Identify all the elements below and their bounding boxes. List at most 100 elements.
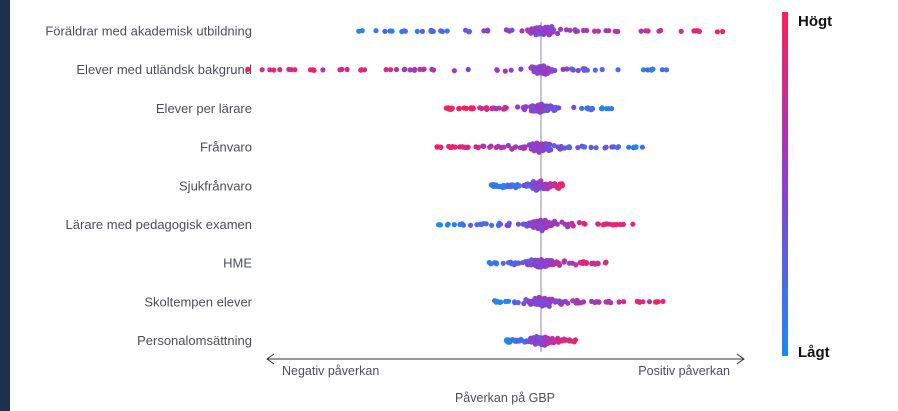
data-point (493, 183, 499, 189)
data-point (574, 297, 580, 303)
data-point (399, 29, 405, 35)
data-point (532, 295, 538, 302)
data-point (559, 183, 566, 189)
data-point (502, 68, 508, 74)
data-point (271, 67, 277, 73)
data-point (592, 67, 598, 73)
data-point (535, 225, 541, 231)
data-point (430, 67, 437, 73)
arrow-left-label: Negativ påverkan (282, 364, 379, 378)
data-point (589, 260, 595, 267)
data-point (599, 105, 605, 111)
data-point (531, 223, 537, 229)
data-point (595, 28, 602, 34)
data-point (401, 67, 407, 73)
data-point (660, 298, 666, 304)
data-point (451, 68, 457, 74)
data-point (382, 28, 388, 34)
data-point (494, 67, 500, 73)
data-point (515, 221, 521, 227)
data-point (555, 260, 562, 266)
data-point (445, 105, 451, 111)
data-point (581, 67, 587, 73)
data-point (465, 144, 471, 150)
data-point (569, 220, 575, 226)
data-point (500, 260, 506, 266)
data-point (288, 67, 294, 73)
data-point (529, 104, 535, 110)
data-point (358, 67, 365, 73)
data-point (534, 258, 540, 264)
data-point (508, 67, 514, 73)
data-point (648, 67, 655, 73)
colorbar (782, 12, 788, 356)
chart-frame: Föräldrar med akademisk utbildning Elever… (10, 0, 898, 411)
data-point (508, 259, 514, 265)
data-point (576, 220, 583, 226)
data-point (561, 259, 567, 265)
data-point (663, 67, 670, 73)
data-point (566, 260, 572, 266)
data-point (529, 27, 535, 33)
data-point (575, 67, 581, 74)
data-point (556, 185, 562, 191)
data-point (534, 27, 540, 33)
data-point (465, 66, 471, 73)
data-point (515, 337, 521, 343)
data-point (512, 144, 518, 150)
data-point (505, 338, 512, 344)
data-point (540, 65, 546, 71)
data-point (568, 66, 575, 72)
feature-label: HME (223, 256, 252, 271)
data-point (616, 299, 622, 305)
data-point (451, 222, 457, 228)
data-point (504, 222, 510, 228)
data-point (515, 104, 521, 110)
data-point (557, 146, 563, 152)
data-point (463, 105, 469, 111)
data-point (489, 222, 495, 228)
data-point (414, 28, 420, 34)
data-point (589, 298, 595, 304)
data-point (595, 221, 601, 227)
data-point (436, 222, 442, 228)
data-point (658, 27, 664, 34)
data-point (550, 29, 556, 35)
arrow-left-head (266, 353, 275, 365)
data-point (539, 69, 545, 75)
data-point (523, 297, 529, 303)
data-point (550, 183, 556, 189)
data-point (603, 28, 609, 34)
data-point (527, 299, 533, 305)
data-point (558, 301, 565, 307)
feature-label: Personalomsättning (137, 333, 252, 348)
data-point (645, 28, 651, 34)
data-point (526, 183, 532, 189)
data-point (626, 144, 632, 150)
data-point (542, 298, 549, 304)
data-point (584, 27, 590, 34)
data-point (485, 28, 491, 34)
data-point (615, 67, 621, 73)
data-point (452, 144, 458, 150)
data-point (593, 299, 600, 305)
data-point (461, 144, 467, 150)
data-point (617, 221, 623, 228)
data-point (512, 260, 518, 266)
data-point (466, 28, 473, 35)
data-point (503, 298, 509, 305)
data-point (417, 66, 423, 72)
data-point (575, 145, 581, 151)
data-point (267, 67, 273, 73)
feature-label: Elever per lärare (156, 101, 252, 116)
data-point (434, 144, 440, 150)
data-point (621, 299, 627, 305)
data-point (277, 67, 283, 73)
data-point (555, 30, 561, 37)
data-point (438, 144, 444, 150)
data-point (546, 337, 552, 343)
data-point (550, 298, 556, 304)
data-point (566, 337, 573, 343)
data-point (546, 67, 552, 73)
colorbar-high-label: Högt (798, 13, 832, 30)
